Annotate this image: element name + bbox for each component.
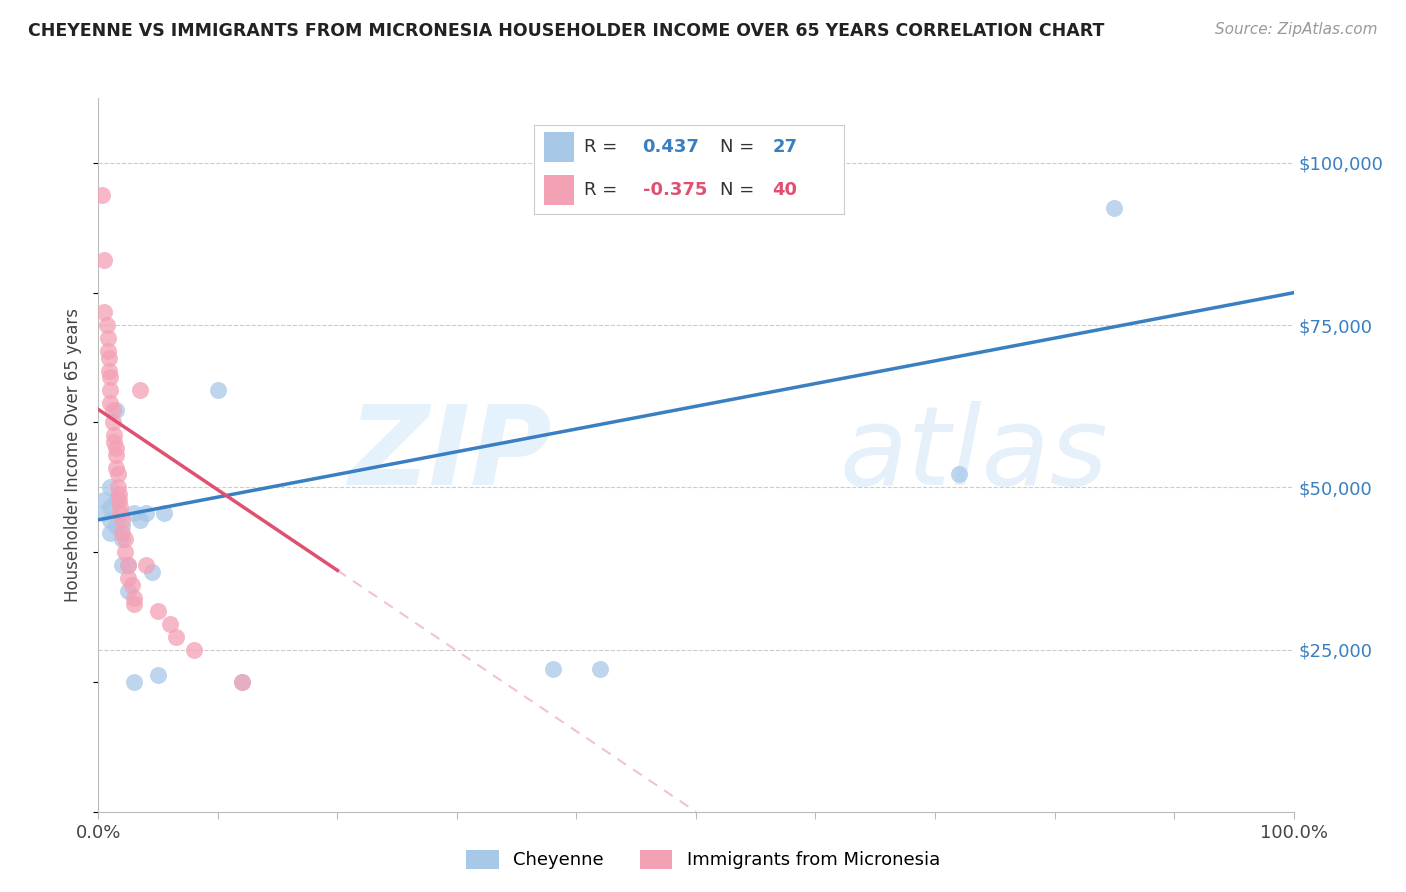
Point — [93, 253, 115, 268]
Point — [114, 545, 136, 559]
Point — [107, 467, 129, 482]
Point — [93, 506, 115, 520]
Point — [129, 383, 152, 397]
Text: CHEYENNE VS IMMIGRANTS FROM MICRONESIA HOUSEHOLDER INCOME OVER 65 YEARS CORRELAT: CHEYENNE VS IMMIGRANTS FROM MICRONESIA H… — [28, 22, 1105, 40]
Point — [148, 668, 170, 682]
Bar — [544, 132, 575, 162]
Point — [98, 363, 121, 377]
Point — [117, 584, 139, 599]
Point — [98, 396, 122, 410]
Point — [98, 525, 122, 540]
Point — [93, 305, 115, 319]
Point — [111, 558, 134, 573]
Text: 0.437: 0.437 — [643, 138, 699, 156]
Point — [183, 642, 205, 657]
Point — [1102, 202, 1125, 216]
Point — [231, 675, 253, 690]
Point — [105, 402, 128, 417]
Point — [165, 630, 187, 644]
Point — [114, 533, 136, 547]
Point — [93, 493, 115, 508]
Point — [111, 525, 134, 540]
Point — [129, 513, 152, 527]
Point — [111, 513, 134, 527]
Text: 27: 27 — [772, 138, 797, 156]
Text: Source: ZipAtlas.com: Source: ZipAtlas.com — [1215, 22, 1378, 37]
Point — [948, 467, 970, 482]
Point — [107, 493, 129, 508]
Text: 40: 40 — [772, 181, 797, 199]
Text: -0.375: -0.375 — [643, 181, 707, 199]
Point — [98, 513, 122, 527]
Point — [98, 351, 121, 365]
Text: N =: N = — [720, 138, 759, 156]
Point — [101, 402, 124, 417]
Point — [96, 318, 118, 333]
Point — [541, 662, 564, 676]
Point — [124, 597, 146, 611]
Point — [589, 662, 612, 676]
Point — [121, 577, 143, 591]
Point — [111, 519, 134, 533]
Bar — [544, 175, 575, 205]
Point — [98, 383, 122, 397]
Point — [135, 558, 157, 573]
Point — [207, 383, 229, 397]
Point — [231, 675, 253, 690]
Text: N =: N = — [720, 181, 759, 199]
Text: atlas: atlas — [839, 401, 1108, 508]
Point — [135, 506, 157, 520]
Point — [124, 591, 146, 605]
Text: R =: R = — [583, 181, 623, 199]
Point — [117, 571, 139, 585]
Point — [159, 616, 181, 631]
Point — [111, 533, 134, 547]
Point — [117, 558, 139, 573]
Point — [148, 604, 170, 618]
Point — [103, 428, 125, 442]
Point — [101, 416, 124, 430]
Point — [105, 493, 128, 508]
Point — [103, 434, 125, 449]
Point — [97, 344, 120, 359]
Point — [97, 331, 120, 345]
Point — [105, 442, 128, 456]
Point — [124, 675, 146, 690]
Point — [105, 519, 128, 533]
Point — [105, 448, 128, 462]
Point — [105, 461, 128, 475]
Point — [98, 500, 122, 514]
Y-axis label: Householder Income Over 65 years: Householder Income Over 65 years — [65, 308, 83, 602]
Point — [91, 188, 114, 202]
Text: ZIP: ZIP — [349, 401, 553, 508]
Text: R =: R = — [583, 138, 623, 156]
Point — [107, 487, 129, 501]
Point — [98, 480, 122, 494]
Point — [98, 370, 122, 384]
Point — [117, 558, 139, 573]
Legend: Cheyenne, Immigrants from Micronesia: Cheyenne, Immigrants from Micronesia — [457, 841, 949, 879]
Point — [141, 565, 163, 579]
Point — [124, 506, 146, 520]
Point — [153, 506, 176, 520]
Point — [108, 506, 131, 520]
Point — [107, 480, 129, 494]
Point — [108, 500, 131, 514]
